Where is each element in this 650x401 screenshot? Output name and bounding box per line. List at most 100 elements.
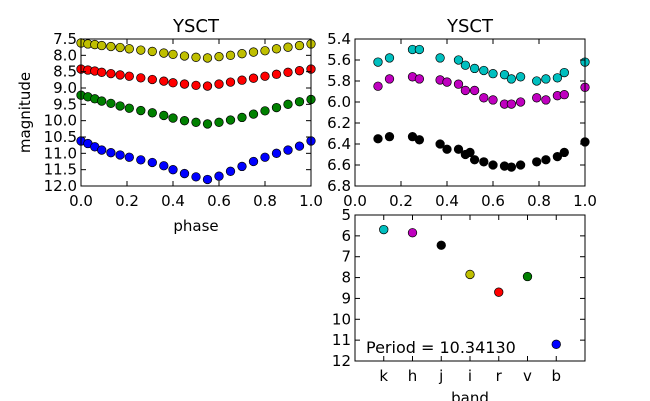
data-point [159, 161, 169, 171]
band-point-h [407, 228, 418, 238]
data-point [453, 79, 464, 89]
y-tick-label: 8 [341, 269, 351, 287]
y-axis-label: magnitude [16, 72, 34, 153]
y-tick-label: 11.5 [44, 161, 77, 179]
data-point [559, 67, 569, 78]
data-point [168, 49, 178, 60]
data-point [294, 40, 305, 51]
data-point [106, 68, 116, 79]
data-point [168, 78, 178, 88]
data-point [469, 63, 480, 74]
data-point [373, 81, 383, 91]
y-tick-label: 6 [341, 227, 351, 245]
data-point [237, 75, 247, 85]
x-tick-label: 1.0 [573, 192, 597, 210]
data-point [506, 74, 517, 84]
data-point [124, 152, 134, 162]
x-axis-label: phase [173, 217, 218, 235]
data-point [460, 60, 471, 70]
y-tick-label: 11.0 [44, 144, 77, 162]
data-point [460, 85, 471, 96]
data-point [248, 47, 259, 57]
data-point [271, 44, 282, 54]
y-tick-label: 5.4 [327, 30, 351, 48]
y-tick-label: 12 [332, 352, 351, 370]
data-point [124, 44, 134, 54]
x-tick-label: 0.8 [253, 192, 277, 210]
y-tick-label: 7 [341, 248, 351, 266]
data-point [124, 71, 134, 81]
data-point [136, 105, 146, 116]
x-tick-label: 0.4 [435, 192, 459, 210]
data-point [541, 155, 551, 165]
data-point [479, 157, 489, 167]
data-point [294, 141, 305, 151]
y-tick-label: 9 [341, 289, 351, 307]
data-point [506, 162, 517, 172]
data-point [260, 106, 270, 116]
data-point [191, 52, 201, 62]
data-point [147, 157, 157, 168]
x-tick-label: k [379, 367, 388, 385]
data-point [384, 74, 395, 84]
data-point [469, 85, 480, 96]
y-tick-label: 10.0 [44, 112, 77, 130]
y-tick-label: 5 [341, 206, 351, 224]
data-point [373, 57, 383, 67]
data-point [147, 74, 157, 85]
data-point [191, 80, 201, 91]
data-point [283, 99, 293, 109]
x-tick-label: 0.6 [481, 192, 505, 210]
data-point [479, 93, 489, 103]
phase-curves-panel: 0.0 0.2 0.4 0.6 0.8 1.0 7.58.08.59.09.510.010.… [16, 16, 323, 235]
data-point [515, 72, 526, 82]
x-tick-label: 0.2 [115, 192, 139, 210]
data-point [384, 131, 395, 142]
y-tick-label: 6.8 [327, 177, 351, 195]
data-point [435, 139, 445, 149]
plot-frame [354, 38, 586, 187]
data-point [373, 134, 383, 144]
data-point [97, 96, 107, 106]
data-point [552, 151, 563, 162]
data-point [283, 67, 293, 77]
data-point [237, 161, 247, 172]
data-point [499, 70, 510, 80]
band-point-b [551, 339, 561, 349]
data-point [248, 109, 259, 119]
data-point [202, 53, 213, 63]
x-tick-label: 0.0 [69, 192, 93, 210]
data-point [465, 147, 475, 158]
band-point-k [379, 224, 389, 235]
data-point [214, 79, 224, 89]
data-point [414, 44, 425, 55]
data-point [202, 119, 213, 129]
y-tick-label: 7.5 [53, 30, 77, 48]
chart-title: YSCT [172, 16, 220, 37]
data-point [225, 166, 236, 176]
data-point [168, 165, 178, 175]
data-point [453, 55, 464, 65]
data-point [115, 150, 125, 160]
y-tick-label: 8.0 [53, 46, 77, 64]
y-tick-label: 6.4 [327, 135, 351, 153]
data-point [159, 76, 169, 86]
band-point-r [494, 287, 504, 297]
y-tick-label: 11 [332, 331, 351, 349]
data-point [202, 174, 213, 185]
x-tick-label: 0.0 [343, 192, 367, 210]
data-point [147, 46, 157, 57]
data-point [248, 156, 259, 167]
y-tick-label: 5.6 [327, 51, 351, 69]
data-point [214, 171, 224, 181]
data-point [159, 110, 169, 121]
x-tick-label: 0.2 [389, 192, 413, 210]
data-point [271, 102, 282, 113]
data-point [384, 53, 395, 63]
data-point [283, 145, 293, 155]
x-tick-label: 0.6 [207, 192, 231, 210]
y-tick-label: 12.0 [44, 177, 77, 195]
data-point [283, 42, 293, 52]
data-point [191, 172, 201, 182]
x-tick-label: 0.8 [527, 192, 551, 210]
